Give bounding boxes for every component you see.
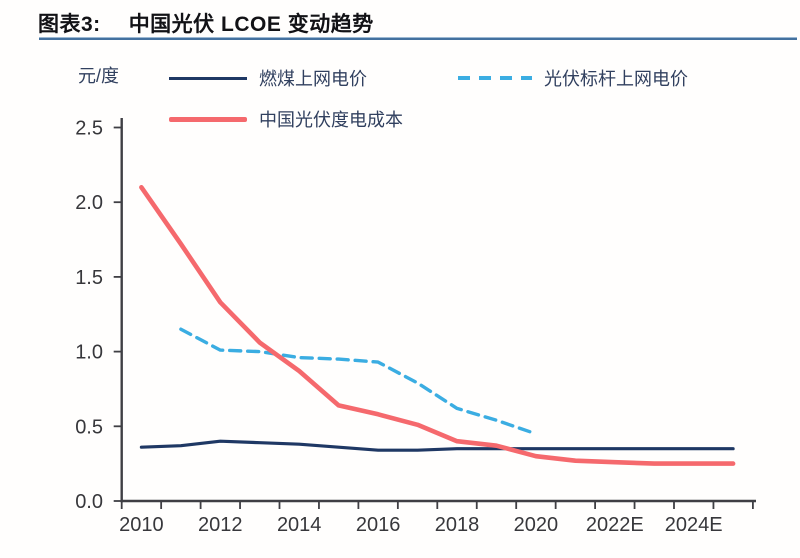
svg-text:0.0: 0.0 bbox=[75, 491, 103, 513]
legend-dashed-swatch-cyan bbox=[458, 76, 532, 80]
series-line-0 bbox=[139, 439, 735, 452]
figure-title-text: 中国光伏 LCOE 变动趋势 bbox=[128, 13, 374, 36]
title-underline bbox=[39, 37, 797, 40]
legend-line-swatch-red bbox=[169, 116, 247, 122]
svg-text:1.5: 1.5 bbox=[75, 267, 103, 289]
svg-text:2018: 2018 bbox=[435, 514, 480, 536]
svg-text:2012: 2012 bbox=[198, 514, 243, 536]
legend-item-pv-benchmark-price: 光伏标杆上网电价 bbox=[458, 66, 688, 90]
series-line-1 bbox=[179, 327, 538, 436]
legend-item-coal-grid-price: 燃煤上网电价 bbox=[169, 66, 367, 90]
legend-label: 光伏标杆上网电价 bbox=[544, 69, 688, 89]
svg-text:2010: 2010 bbox=[119, 514, 164, 536]
figure-title: 图表3: 中国光伏 LCOE 变动趋势 bbox=[38, 8, 374, 38]
figure-number-label: 图表3: bbox=[38, 13, 101, 36]
legend-label: 燃煤上网电价 bbox=[259, 69, 367, 89]
svg-text:2014: 2014 bbox=[277, 514, 322, 536]
legend-label: 中国光伏度电成本 bbox=[259, 110, 403, 130]
legend-item-china-pv-lcoe: 中国光伏度电成本 bbox=[169, 107, 403, 131]
svg-text:1.0: 1.0 bbox=[75, 342, 103, 364]
svg-text:2.0: 2.0 bbox=[75, 192, 103, 214]
svg-text:2020: 2020 bbox=[514, 514, 559, 536]
svg-text:2024E: 2024E bbox=[665, 514, 723, 536]
svg-text:2016: 2016 bbox=[356, 514, 401, 536]
legend-line-swatch-navy bbox=[169, 76, 247, 80]
y-axis-unit-label: 元/度 bbox=[78, 66, 120, 86]
svg-text:2.5: 2.5 bbox=[75, 118, 103, 140]
series-line-2 bbox=[139, 185, 736, 466]
svg-text:2022E: 2022E bbox=[586, 514, 644, 536]
svg-text:0.5: 0.5 bbox=[75, 416, 103, 438]
